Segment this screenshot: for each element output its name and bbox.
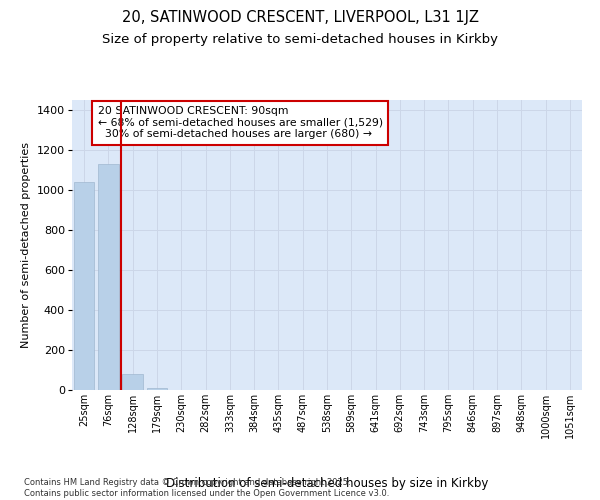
- Y-axis label: Number of semi-detached properties: Number of semi-detached properties: [22, 142, 31, 348]
- Bar: [122, 374, 143, 390]
- Bar: [74, 182, 94, 390]
- Text: Size of property relative to semi-detached houses in Kirkby: Size of property relative to semi-detach…: [102, 32, 498, 46]
- Text: 20 SATINWOOD CRESCENT: 90sqm
← 68% of semi-detached houses are smaller (1,529)
 : 20 SATINWOOD CRESCENT: 90sqm ← 68% of se…: [97, 106, 383, 139]
- Bar: [146, 388, 167, 390]
- Text: 20, SATINWOOD CRESCENT, LIVERPOOL, L31 1JZ: 20, SATINWOOD CRESCENT, LIVERPOOL, L31 1…: [121, 10, 479, 25]
- Text: Distribution of semi-detached houses by size in Kirkby: Distribution of semi-detached houses by …: [166, 477, 488, 490]
- Text: Contains HM Land Registry data © Crown copyright and database right 2025.
Contai: Contains HM Land Registry data © Crown c…: [24, 478, 389, 498]
- Bar: [98, 164, 119, 390]
